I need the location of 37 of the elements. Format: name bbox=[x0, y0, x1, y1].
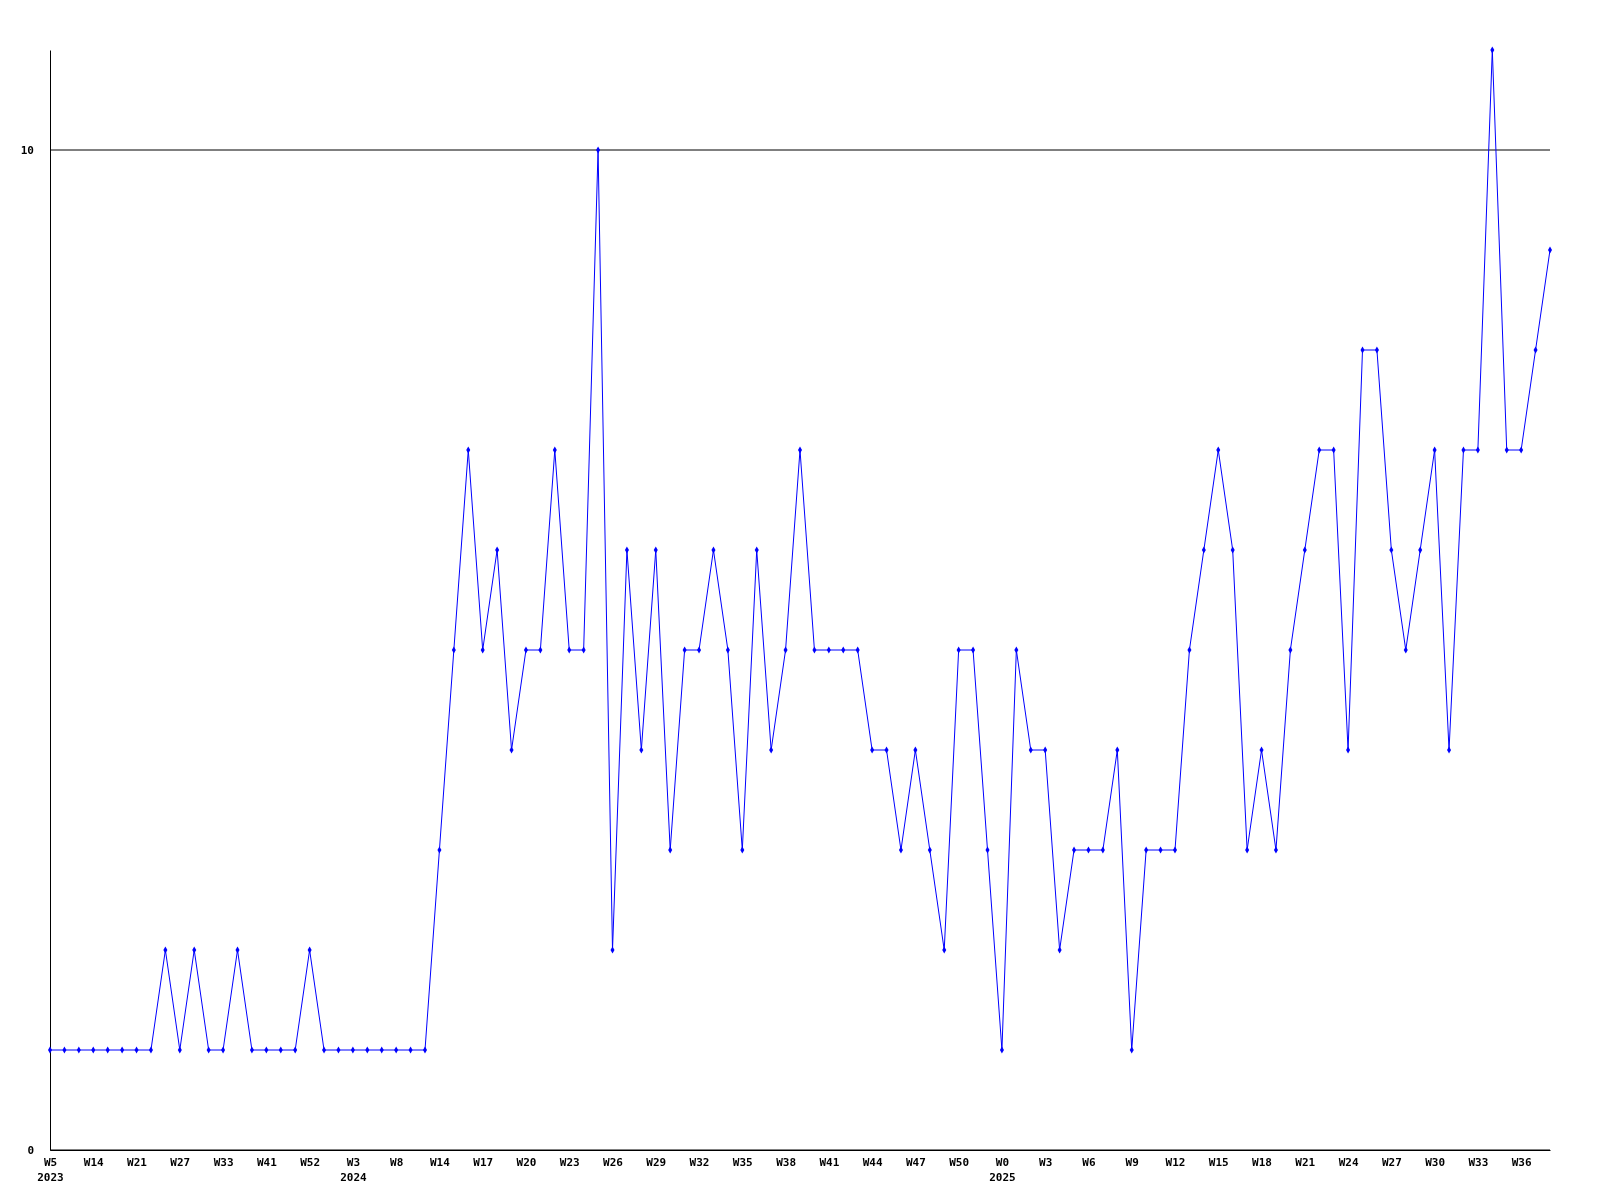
x-tick-label: W23 bbox=[559, 1156, 580, 1169]
x-tick-label: W33 bbox=[1468, 1156, 1489, 1169]
x-tick-label: W20 bbox=[516, 1156, 537, 1169]
x-tick-label: W35 bbox=[732, 1156, 753, 1169]
x-tick-label: W17 bbox=[473, 1156, 494, 1169]
x-tick-label: W9 bbox=[1125, 1156, 1139, 1169]
x-tick-label: W12 bbox=[1165, 1156, 1186, 1169]
y-tick-label: 10 bbox=[20, 144, 34, 158]
x-tick-label: W50 bbox=[949, 1156, 970, 1169]
x-tick-label: W18 bbox=[1252, 1156, 1272, 1169]
x-tick-label: W44 bbox=[862, 1156, 883, 1169]
x-tick-label: W27 bbox=[170, 1156, 191, 1169]
y-tick-label: 0 bbox=[27, 1144, 34, 1158]
x-tick-label: W15 bbox=[1208, 1156, 1229, 1169]
x-tick-label: W30 bbox=[1425, 1156, 1446, 1169]
x-tick-label: W36 bbox=[1511, 1156, 1532, 1169]
x-tick-label: W33 bbox=[213, 1156, 234, 1169]
x-tick-label: W8 bbox=[390, 1156, 404, 1169]
x-tick-label: W41 bbox=[819, 1156, 840, 1169]
x-tick-label: W47 bbox=[905, 1156, 926, 1169]
x-tick-label: W24 bbox=[1338, 1156, 1359, 1169]
x-tick-label: W21 bbox=[127, 1156, 148, 1169]
x-tick-label: W41 bbox=[256, 1156, 278, 1169]
x-tick-label: W29 bbox=[646, 1156, 667, 1169]
x-tick-label: W26 bbox=[603, 1156, 624, 1169]
x-tick-label: W14 bbox=[83, 1156, 105, 1169]
x-tick-label: W27 bbox=[1381, 1156, 1402, 1169]
x-tick-label: W6 bbox=[1082, 1156, 1096, 1169]
x-tick-label: W52 bbox=[300, 1156, 321, 1169]
x-tick-label: W38 bbox=[776, 1156, 797, 1169]
x-tick-label: W3 2024 bbox=[340, 1156, 367, 1184]
x-tick-label: W21 bbox=[1295, 1156, 1316, 1169]
x-tick-label: W5 2023 bbox=[37, 1156, 64, 1184]
x-tick-label: W14 bbox=[429, 1156, 451, 1169]
x-tick-label: W3 bbox=[1039, 1156, 1053, 1169]
x-tick-label: W0 2025 bbox=[989, 1156, 1016, 1184]
x-tick-label: W32 bbox=[689, 1156, 710, 1169]
